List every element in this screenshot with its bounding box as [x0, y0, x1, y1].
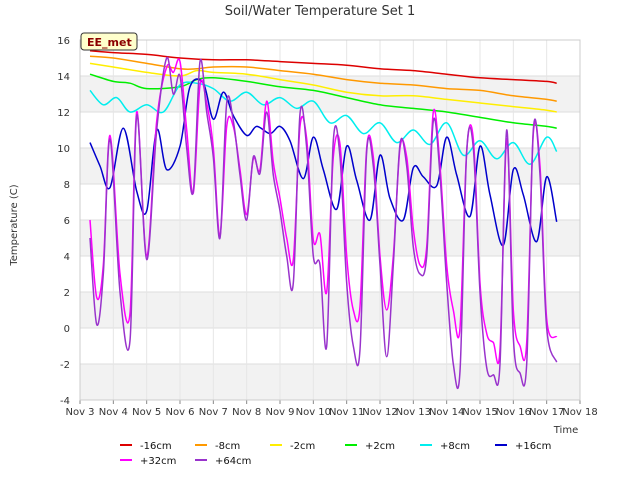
legend-label: -2cm	[290, 441, 315, 452]
series-lines	[89, 50, 558, 390]
legend-label: -16cm	[140, 441, 172, 452]
series-line-2cm	[89, 73, 557, 129]
plot-band	[80, 292, 580, 328]
station-badge: EE_met	[80, 32, 138, 51]
x-axis-label: Time	[553, 425, 578, 436]
series-line-16cm	[89, 78, 558, 246]
y-tick-label: 14	[57, 72, 70, 83]
station-badge-box	[80, 32, 138, 51]
series-line-16cm	[89, 50, 557, 84]
legend-label: +32cm	[140, 456, 176, 467]
x-tick-label: Nov 4	[99, 407, 128, 418]
x-tick-label: Nov 9	[265, 407, 294, 418]
series-line-64cm	[89, 56, 558, 390]
y-tick-label: -4	[60, 396, 70, 407]
x-tick-label: Nov 8	[232, 407, 261, 418]
legend-label: +8cm	[440, 441, 470, 452]
y-axis-label: Temperature (C)	[9, 184, 20, 266]
legend-label: -8cm	[215, 441, 240, 452]
plot-band	[80, 364, 580, 400]
x-tick-label: Nov 7	[199, 407, 228, 418]
y-tick-label: 6	[64, 216, 70, 227]
plot-band	[80, 112, 580, 148]
y-tick-label: 16	[57, 36, 70, 47]
legend: -16cm -8cm -2cm +2cm +8cm +16cm +32cm +64cm	[120, 441, 551, 467]
x-tick-label: Nov 10	[296, 407, 331, 418]
x-tick-label: Nov 12	[362, 407, 397, 418]
x-tick-label: Nov 6	[165, 407, 194, 418]
series-line-8cm	[89, 55, 557, 102]
series-line-2cm	[89, 62, 557, 113]
x-tick-label: Nov 15	[462, 407, 497, 418]
x-tick-label: Nov 17	[529, 407, 564, 418]
x-tick-label: Nov 3	[65, 407, 94, 418]
chart-title: Soil/Water Temperature Set 1	[225, 4, 416, 19]
y-axis-ticks: -4 -2 0 2 4 6 8 10 12 14 16	[57, 36, 70, 407]
plot-frame	[79, 39, 581, 401]
y-tick-label: 12	[57, 108, 70, 119]
x-tick-label: Nov 13	[396, 407, 431, 418]
x-tick-label: Nov 11	[329, 407, 364, 418]
legend-label: +2cm	[365, 441, 395, 452]
x-tick-label: Nov 18	[562, 407, 597, 418]
x-axis-ticks: Nov 3 Nov 4 Nov 5 Nov 6 Nov 7 Nov 8 Nov 9 Nov 1…	[65, 400, 598, 418]
series-line-32cm	[89, 58, 558, 365]
y-tick-label: -2	[60, 360, 70, 371]
y-tick-label: 10	[57, 144, 70, 155]
legend-label: +64cm	[215, 456, 251, 467]
plot-band	[80, 40, 580, 76]
y-tick-label: 2	[64, 288, 70, 299]
x-tick-label: Nov 14	[429, 407, 464, 418]
y-tick-label: 0	[64, 324, 70, 335]
x-tick-label: Nov 5	[132, 407, 161, 418]
y-tick-label: 4	[64, 252, 70, 263]
x-tick-label: Nov 16	[496, 407, 531, 418]
station-badge-label: EE_met	[87, 36, 132, 49]
legend-label: +16cm	[515, 441, 551, 452]
series-line-8cm	[89, 81, 558, 165]
y-tick-label: 8	[64, 180, 70, 191]
plot-band	[80, 328, 580, 364]
